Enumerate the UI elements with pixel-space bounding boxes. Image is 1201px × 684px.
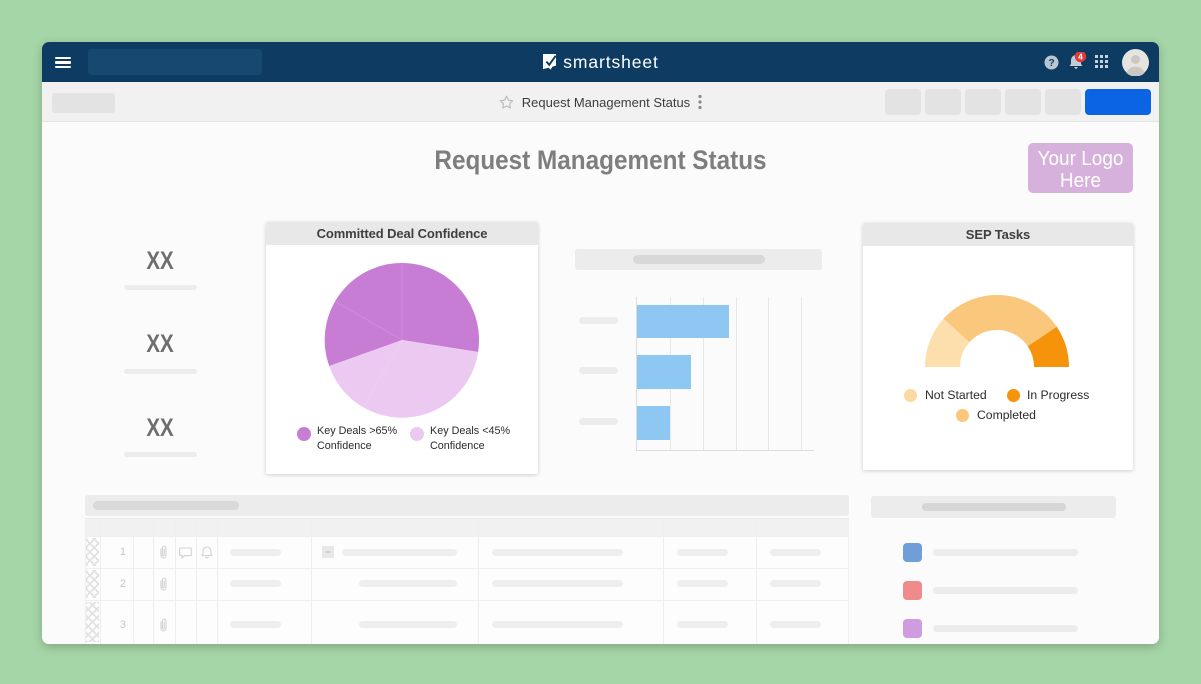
svg-text:?: ? [1048, 58, 1054, 69]
svg-text:4: 4 [1078, 52, 1083, 62]
